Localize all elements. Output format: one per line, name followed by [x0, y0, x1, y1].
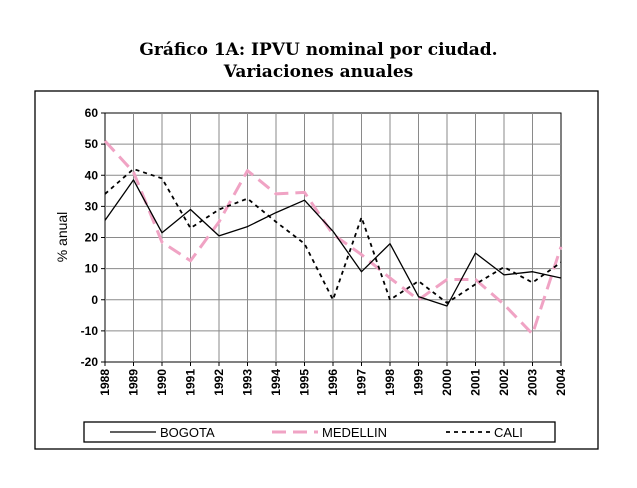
y-tick-label: 0: [91, 293, 98, 307]
legend-label-bogota: BOGOTA: [160, 425, 215, 440]
x-tick-label: 1995: [298, 369, 312, 396]
y-tick-label: 40: [85, 168, 99, 182]
series-line-cali: [104, 168, 562, 304]
series-layer: [103, 139, 563, 336]
x-tick-label: 1989: [127, 369, 141, 396]
series-line-bogota: [104, 179, 562, 307]
y-tick-label: 60: [85, 106, 99, 120]
y-axis-label: % anual: [54, 212, 70, 263]
series-line-medellin: [103, 139, 563, 336]
x-axis-ticks: 1988 1989 1990 1991 1992 1993 1994 1995 1996 1997…: [98, 362, 568, 396]
y-axis-ticks: -20 -10 0 10 20 30 40 50 60: [81, 106, 105, 369]
x-tick-label: 1990: [155, 369, 169, 396]
legend-label-cali: CALI: [494, 425, 523, 440]
grid-lines: [105, 113, 561, 362]
x-tick-label: 1993: [241, 369, 255, 396]
x-tick-label: 1999: [412, 369, 426, 396]
y-tick-label: -20: [81, 355, 99, 369]
chart-subtitle: Variaciones anuales: [223, 62, 414, 82]
chart-frame: [34, 90, 599, 450]
x-tick-label: 1991: [184, 369, 198, 396]
x-tick-label: 2003: [526, 369, 540, 396]
y-tick-label: 30: [85, 199, 99, 213]
x-tick-label: 1994: [269, 369, 283, 396]
x-tick-label: 2002: [497, 369, 511, 396]
y-tick-label: -10: [81, 324, 99, 338]
x-tick-label: 2001: [469, 369, 483, 396]
x-tick-label: 1996: [326, 369, 340, 396]
y-tick-label: 20: [85, 231, 99, 245]
x-tick-label: 1998: [383, 369, 397, 396]
legend-box: [83, 421, 556, 443]
x-tick-label: 2004: [554, 369, 568, 396]
y-tick-label: 50: [85, 137, 99, 151]
chart-title: Gráfico 1A: IPVU nominal por ciudad.: [139, 40, 498, 60]
legend-label-medellin: MEDELLIN: [322, 425, 387, 440]
x-tick-label: 1997: [355, 369, 369, 396]
legend: BOGOTA MEDELLIN CALI: [110, 425, 523, 440]
x-tick-label: 1988: [98, 369, 112, 396]
x-tick-label: 2000: [440, 369, 454, 396]
x-tick-label: 1992: [212, 369, 226, 396]
y-tick-label: 10: [85, 262, 99, 276]
